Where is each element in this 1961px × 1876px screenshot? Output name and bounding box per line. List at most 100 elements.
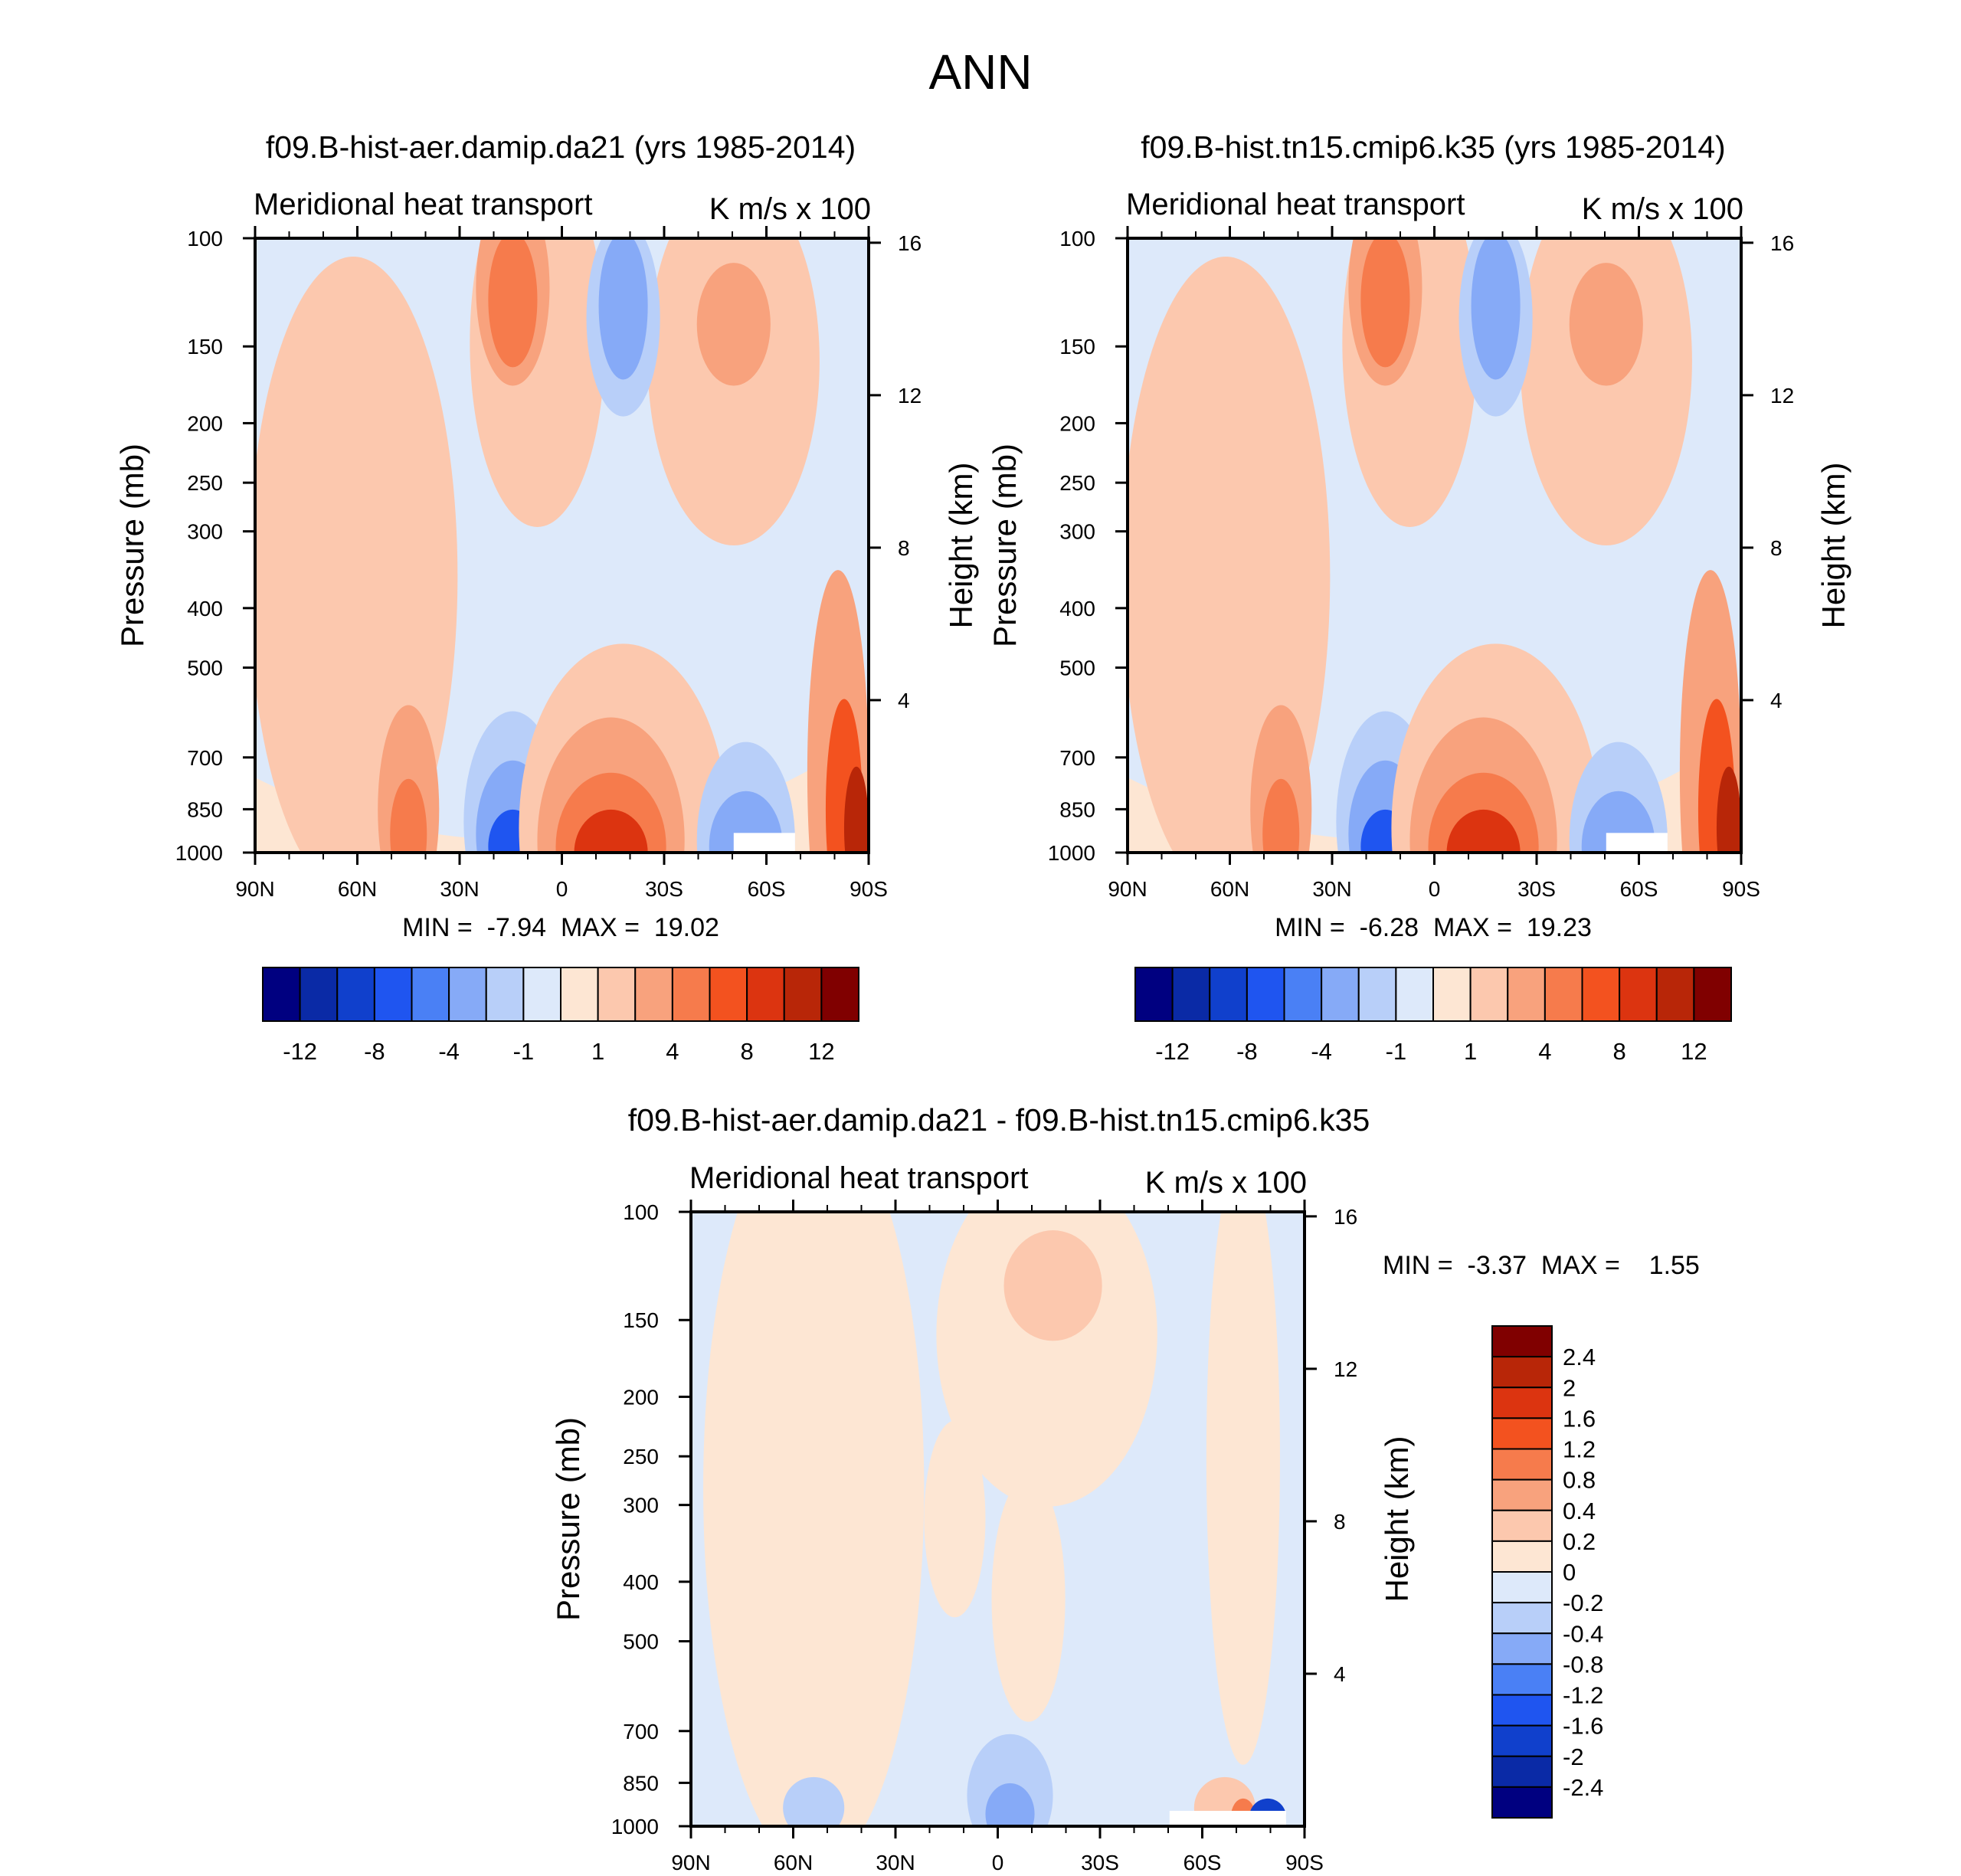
colorbar-swatch (597, 967, 637, 1022)
colorbar-swatch (1469, 967, 1509, 1022)
colorbar-swatch (1491, 1724, 1553, 1757)
colorbar-label: 0.8 (1563, 1467, 1596, 1494)
colorbar-swatch (560, 967, 599, 1022)
colorbar-label: -4 (438, 1038, 460, 1065)
colorbar-swatch (1491, 1571, 1553, 1604)
contour-region (647, 238, 820, 545)
colorbar-swatch (1619, 967, 1658, 1022)
colorbar-swatch (1246, 967, 1285, 1022)
contour-field (255, 238, 869, 853)
colorbar-swatch (1357, 967, 1397, 1022)
height-tick-label: 16 (1334, 1205, 1357, 1229)
left-string: Meridional heat transport (1126, 188, 1465, 221)
colorbar-label: 0 (1563, 1559, 1576, 1586)
y-tick-label: 500 (623, 1630, 659, 1654)
contour-region (1446, 809, 1521, 853)
colorbar-swatch (1491, 1356, 1553, 1389)
contour-region (991, 1475, 1066, 1722)
y-tick-label: 1000 (611, 1815, 659, 1838)
colorbar: -12 -8 -4 -1 1 4 8 12 (262, 967, 859, 1065)
contour-field (703, 1212, 1286, 1826)
colorbar-label: 8 (741, 1038, 754, 1065)
left-string: Meridional heat transport (254, 188, 592, 221)
colorbar-swatch (1209, 967, 1248, 1022)
missing-data-region (1169, 1810, 1286, 1826)
colorbar-swatch (1432, 967, 1472, 1022)
colorbar-swatch (1134, 967, 1174, 1022)
colorbar-label: 4 (1538, 1038, 1551, 1065)
colorbar-swatch (1491, 1509, 1553, 1542)
colorbar-label: 12 (808, 1038, 834, 1065)
colorbar-label: 1 (591, 1038, 604, 1065)
y-tick-label: 250 (623, 1445, 659, 1468)
y-axis-label: Pressure (mb) (114, 444, 150, 647)
colorbar-swatch (1544, 967, 1583, 1022)
colorbar-swatch (1283, 967, 1323, 1022)
height-tick-label: 12 (898, 384, 922, 408)
height-tick-label: 8 (1334, 1510, 1346, 1534)
colorbar-label: 0.2 (1563, 1528, 1596, 1555)
x-tick-label: 60N (1210, 877, 1249, 901)
colorbar-swatch (522, 967, 561, 1022)
x-tick-label: 30N (440, 877, 479, 901)
colorbar-label: -8 (364, 1038, 385, 1065)
y-tick-label: 250 (187, 471, 223, 495)
colorbar-swatch (1395, 967, 1434, 1022)
contour-region (1520, 238, 1692, 545)
x-tick-label: 90N (1108, 877, 1147, 901)
contour-region (1471, 238, 1521, 380)
colorbar-label: 8 (1613, 1038, 1626, 1065)
colorbar-swatch (1491, 1786, 1553, 1819)
contour-region (488, 238, 538, 368)
x-tick-label: 90S (850, 877, 888, 901)
x-tick-label: 30S (1081, 1851, 1119, 1874)
panel-3: f09.B-hist-aer.damip.da21 - f09.B-hist.t… (550, 1102, 1700, 1874)
colorbar-label: -2.4 (1563, 1774, 1603, 1801)
x-tick-label: 30N (1312, 877, 1351, 901)
right-string: K m/s x 100 (1145, 1166, 1307, 1200)
x-tick-label: 60N (774, 1851, 813, 1874)
y-tick-label: 150 (1059, 335, 1095, 359)
contour-region (1360, 238, 1410, 368)
contour-region (924, 1420, 986, 1618)
y-axis-label-right: Height (km) (1815, 462, 1851, 628)
colorbar-swatch (1171, 967, 1211, 1022)
x-tick-label: 90N (671, 1851, 710, 1874)
colorbar-swatch (671, 967, 711, 1022)
colorbar-swatch (1491, 1602, 1553, 1635)
contour-region (255, 257, 458, 853)
y-tick-label: 400 (1059, 597, 1095, 620)
colorbar: -12 -8 -4 -1 1 4 8 12 (1134, 967, 1732, 1065)
colorbar-swatch (373, 967, 413, 1022)
height-tick-label: 16 (898, 231, 922, 255)
colorbar-label: -4 (1311, 1038, 1332, 1065)
contour-region (703, 1212, 925, 1826)
colorbar-label: 1.6 (1563, 1405, 1596, 1432)
contour-region (1128, 257, 1331, 853)
y-tick-label: 200 (187, 411, 223, 435)
y-tick-label: 500 (1059, 656, 1095, 680)
contour-region (1262, 778, 1300, 853)
x-tick-label: 60S (1620, 877, 1658, 901)
colorbar-label: 4 (666, 1038, 679, 1065)
colorbar-swatch (1491, 1632, 1553, 1665)
y-axis-label: Pressure (mb) (987, 444, 1023, 647)
colorbar-swatch (1491, 1663, 1553, 1696)
y-tick-label: 1000 (175, 841, 223, 865)
colorbar-swatch (299, 967, 339, 1022)
colorbar-swatch (411, 967, 450, 1022)
y-tick-label: 100 (187, 227, 223, 250)
colorbar-label: 0.4 (1563, 1498, 1596, 1524)
colorbar-swatch (485, 967, 525, 1022)
colorbar-swatch (1491, 1755, 1553, 1788)
contour-region (843, 766, 869, 853)
colorbar-label: -1.6 (1563, 1713, 1603, 1740)
y-tick-label: 200 (623, 1385, 659, 1409)
height-tick-label: 12 (1770, 384, 1794, 408)
colorbar-swatch (1321, 967, 1360, 1022)
panel-title: f09.B-hist-aer.damip.da21 - f09.B-hist.t… (628, 1102, 1370, 1138)
y-tick-label: 300 (1059, 520, 1095, 544)
colorbar-label: -1.2 (1563, 1682, 1603, 1709)
contour-field (1128, 238, 1741, 853)
